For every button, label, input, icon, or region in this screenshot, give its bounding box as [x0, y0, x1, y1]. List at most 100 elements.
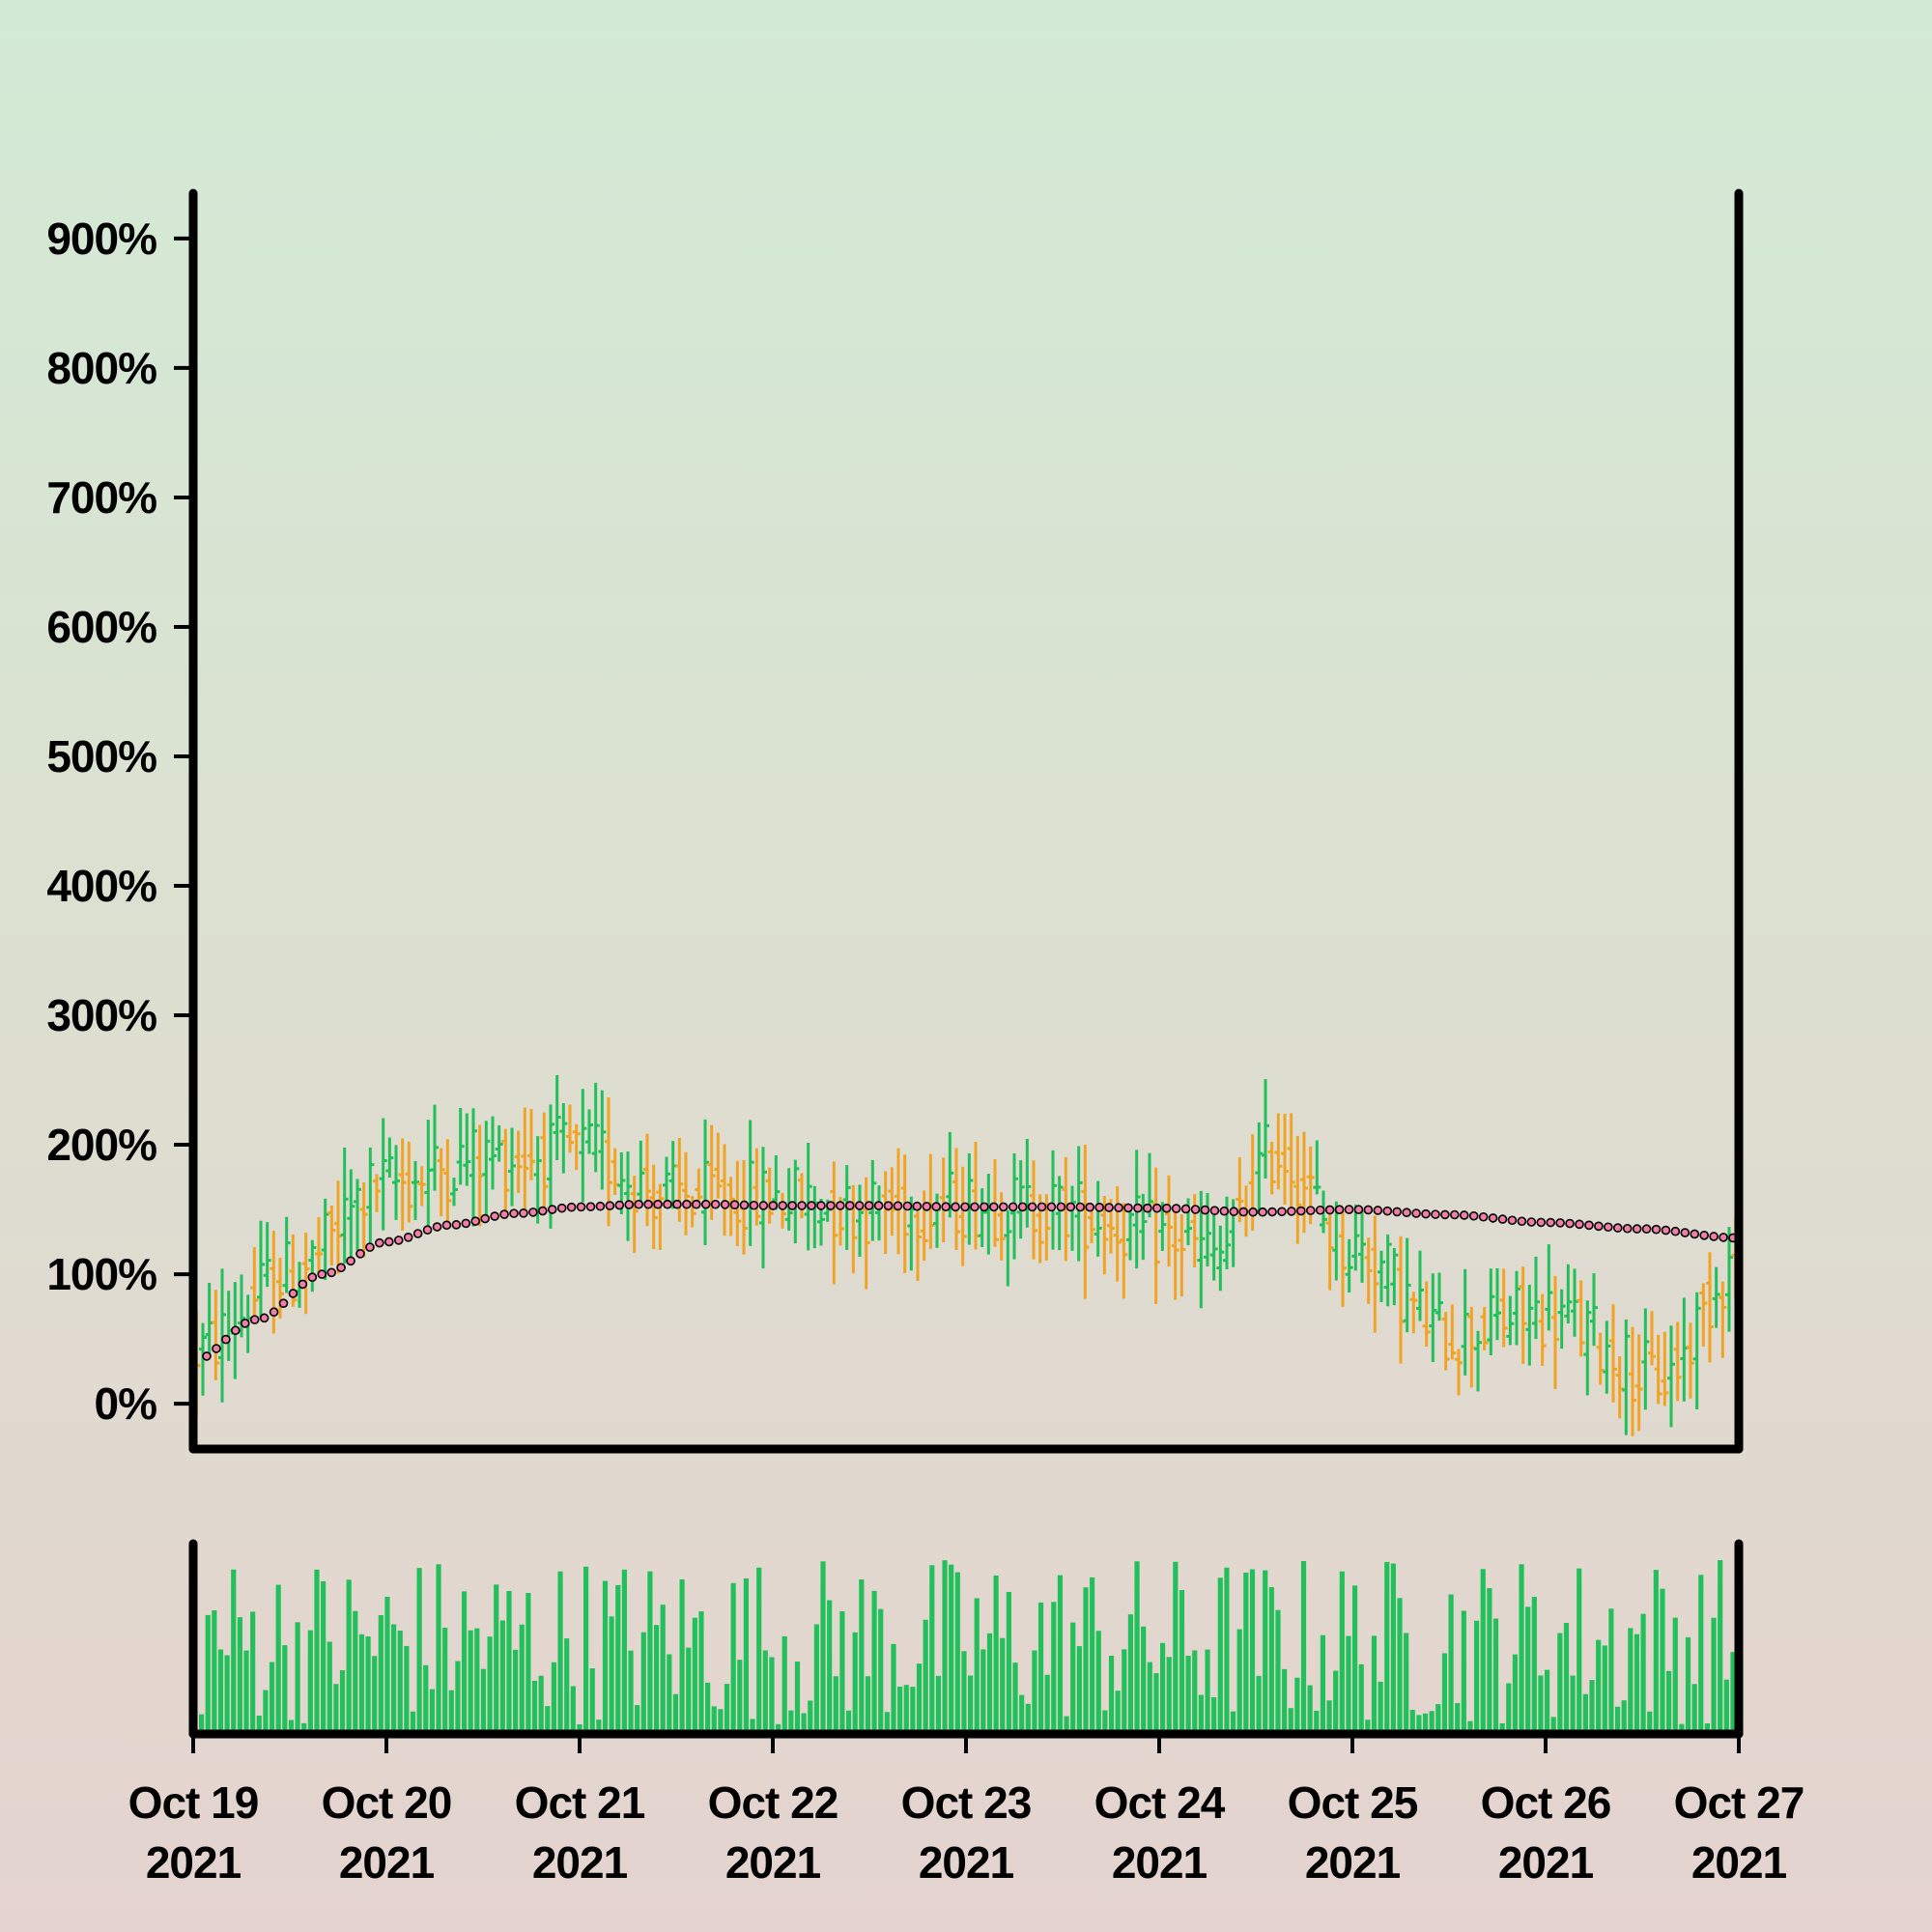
- moving-average-point: [1411, 1208, 1421, 1218]
- ohlc-bar: [830, 1161, 838, 1285]
- ohlc-bar: [804, 1143, 812, 1251]
- volume-bar: [1333, 1670, 1339, 1734]
- volume-bar: [1577, 1568, 1582, 1734]
- ohlc-bar: [379, 1118, 387, 1231]
- volume-bar: [820, 1561, 826, 1734]
- moving-average-point: [585, 1202, 596, 1211]
- moving-average-point: [375, 1237, 384, 1248]
- moving-average-point: [298, 1279, 308, 1290]
- ohlc-bar: [327, 1205, 336, 1266]
- ohlc-bar: [431, 1104, 439, 1191]
- volume-bar: [391, 1624, 397, 1734]
- volume-bar: [429, 1689, 435, 1734]
- volume-bar: [609, 1616, 614, 1734]
- ohlc-bar: [463, 1113, 471, 1186]
- volume-bar: [531, 1680, 538, 1734]
- ohlc-bar: [1358, 1210, 1366, 1283]
- ohlc-bar: [1538, 1293, 1547, 1366]
- moving-average-point: [807, 1201, 816, 1210]
- ohlc-bar: [1209, 1214, 1218, 1281]
- volume-bar: [743, 1577, 749, 1734]
- volume-bar: [1185, 1655, 1191, 1734]
- volume-bar: [1153, 1673, 1159, 1734]
- volume-bar: [1051, 1602, 1057, 1734]
- ohlc-bar: [1706, 1252, 1714, 1363]
- volume-bar: [1640, 1613, 1646, 1734]
- volume-bar: [865, 1676, 871, 1734]
- ohlc-bar: [315, 1217, 323, 1274]
- volume-bar: [808, 1700, 813, 1734]
- volume-bar: [910, 1687, 916, 1734]
- y-tick-label: 600%: [46, 602, 156, 652]
- ohlc-bar: [359, 1182, 368, 1258]
- volume-bar: [1416, 1715, 1422, 1734]
- volume-bar: [1557, 1633, 1563, 1734]
- moving-average-point: [989, 1202, 999, 1212]
- moving-average-point: [1670, 1226, 1681, 1236]
- volume-bar: [1006, 1591, 1011, 1734]
- moving-average-point: [393, 1236, 404, 1245]
- ohlc-bar: [1293, 1135, 1302, 1244]
- moving-average-point: [893, 1201, 903, 1211]
- moving-average-point: [355, 1249, 365, 1259]
- ohlc-bar: [1274, 1113, 1283, 1190]
- volume-bar: [794, 1662, 801, 1734]
- volume-bar: [1602, 1645, 1607, 1734]
- moving-average-point: [883, 1201, 894, 1210]
- moving-average-point: [212, 1344, 221, 1353]
- moving-average-point: [912, 1201, 923, 1211]
- moving-average-point: [317, 1269, 327, 1279]
- moving-average-point: [816, 1201, 826, 1210]
- volume-bar: [250, 1611, 256, 1734]
- ohlc-bar: [450, 1178, 458, 1207]
- moving-average-point: [1305, 1206, 1316, 1215]
- moving-average-point: [470, 1216, 481, 1226]
- moving-average-point: [1622, 1223, 1633, 1234]
- moving-average-point: [634, 1199, 643, 1209]
- ohlc-bar: [1081, 1144, 1090, 1299]
- moving-average-point: [970, 1202, 980, 1212]
- moving-average-point: [1651, 1224, 1662, 1235]
- volume-bar: [1614, 1706, 1621, 1734]
- volume-bar: [1037, 1602, 1044, 1734]
- moving-average-point: [1450, 1209, 1460, 1220]
- moving-average-point: [509, 1208, 519, 1218]
- ohlc-bar: [926, 1153, 935, 1249]
- volume-bar: [1480, 1569, 1486, 1734]
- volume-bar: [1441, 1653, 1448, 1734]
- volume-bar: [1243, 1572, 1249, 1734]
- ohlc-bar: [224, 1291, 233, 1361]
- ohlc-bar: [1493, 1267, 1501, 1341]
- moving-average-point: [1315, 1205, 1325, 1215]
- ohlc-bar: [489, 1116, 497, 1190]
- ohlc-bar: [952, 1148, 960, 1250]
- ohlc-bar: [1680, 1297, 1689, 1402]
- ohlc-bar: [611, 1148, 619, 1195]
- ohlc-bar: [1068, 1185, 1076, 1251]
- moving-average-point: [1190, 1205, 1201, 1214]
- volume-bar: [1192, 1650, 1198, 1734]
- volume-bar: [1025, 1703, 1031, 1734]
- moving-average-point: [836, 1201, 845, 1210]
- ohlc-bar: [263, 1222, 271, 1288]
- ohlc-bar: [875, 1185, 883, 1241]
- moving-average-point: [1517, 1216, 1527, 1227]
- volume-bar: [1122, 1649, 1127, 1734]
- volume-bar: [461, 1591, 468, 1734]
- volume-bar: [526, 1593, 531, 1734]
- volume-bar: [827, 1600, 833, 1734]
- ohlc-bar: [1390, 1247, 1399, 1306]
- volume-bar: [275, 1584, 281, 1734]
- volume-bar: [1429, 1711, 1435, 1734]
- moving-average-point: [1546, 1217, 1555, 1228]
- volume-bar: [968, 1675, 974, 1734]
- ohlc-bar: [385, 1137, 394, 1178]
- volume-bar: [621, 1569, 627, 1734]
- volume-bar: [635, 1705, 640, 1734]
- ohlc-bar: [1564, 1264, 1573, 1323]
- moving-average-point: [528, 1208, 538, 1217]
- moving-average-point: [710, 1199, 721, 1209]
- moving-average-point: [1594, 1221, 1604, 1232]
- moving-average-point: [480, 1213, 490, 1224]
- ohlc-bar: [682, 1151, 690, 1236]
